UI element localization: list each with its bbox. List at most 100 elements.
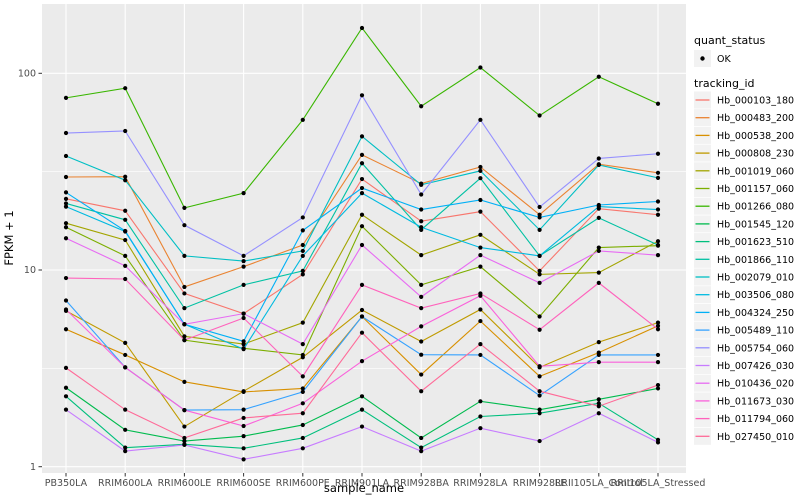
legend-title-quant-status: quant_status (694, 34, 766, 47)
legend-label-tracking-id: Hb_005754_060 (717, 343, 794, 354)
data-point (123, 276, 128, 282)
x-tick-label: PB350LA (45, 478, 88, 489)
data-point (300, 215, 305, 220)
data-point (123, 178, 128, 183)
legend-label-tracking-id: Hb_003506_080 (717, 290, 794, 301)
data-point (655, 327, 661, 332)
data-point (300, 435, 305, 441)
data-point (63, 190, 69, 195)
data-point (537, 364, 542, 369)
data-point (478, 197, 483, 203)
data-point (63, 327, 69, 332)
data-point (419, 435, 424, 441)
data-point (537, 389, 542, 394)
data-point (123, 365, 128, 370)
data-point (123, 208, 128, 213)
data-point (359, 224, 365, 229)
x-tick-label: RRIM928LE (513, 478, 567, 489)
data-point (359, 185, 365, 191)
data-point (300, 401, 305, 406)
data-point (63, 298, 69, 303)
data-point (359, 314, 365, 319)
data-point (182, 306, 187, 311)
data-point (63, 130, 69, 136)
data-point (182, 442, 187, 448)
data-point (478, 232, 483, 237)
data-point (655, 207, 661, 212)
legend-title-tracking-id: tracking_id (694, 77, 755, 90)
data-point (359, 191, 365, 196)
data-point (655, 440, 661, 445)
data-point (300, 352, 305, 358)
legend: OK Hb_000103_180 Hb_000483_200 Hb_000538_20… (694, 50, 794, 445)
data-point (241, 347, 246, 352)
legend-label-quant-status: OK (717, 54, 731, 65)
data-point (359, 359, 365, 364)
x-tick-label: RRIM901LA (335, 478, 390, 489)
data-point (655, 323, 661, 328)
data-point (537, 438, 542, 444)
data-point (241, 457, 246, 462)
data-point (419, 192, 424, 197)
data-point (359, 307, 365, 313)
data-point (596, 248, 601, 254)
data-point (123, 174, 128, 179)
data-point (359, 25, 365, 31)
data-point (419, 389, 424, 394)
data-point (182, 435, 187, 441)
data-point (63, 385, 69, 390)
data-point (241, 446, 246, 451)
data-point (655, 253, 661, 258)
data-point (182, 407, 187, 413)
data-point (182, 205, 187, 210)
data-point (182, 284, 187, 290)
data-point (537, 314, 542, 319)
data-point (182, 438, 187, 444)
data-point (596, 202, 601, 208)
x-tick-label: RRIM600LA (98, 478, 153, 489)
legend-label-tracking-id: Hb_001545_120 (717, 219, 794, 230)
data-point (596, 352, 601, 358)
x-tick-label: RRII105LA_Control (555, 478, 643, 489)
data-point (596, 401, 601, 406)
data-point (241, 253, 246, 258)
y-tick-label: 1 (30, 462, 36, 473)
legend-label-tracking-id: Hb_011673_030 (717, 396, 794, 407)
data-point (300, 386, 305, 391)
data-point (241, 415, 246, 421)
data-points (63, 25, 661, 462)
data-point (596, 215, 601, 221)
x-axis-title: sample_name (324, 481, 404, 495)
data-point (596, 404, 601, 409)
data-point (123, 449, 128, 454)
data-point (596, 162, 601, 168)
data-point (300, 253, 305, 258)
data-point (655, 386, 661, 391)
legend-label-tracking-id: Hb_000538_200 (717, 131, 794, 142)
data-point (419, 352, 424, 357)
data-point (419, 282, 424, 287)
data-point (478, 168, 483, 174)
legend-label-tracking-id: Hb_010436_020 (717, 379, 794, 390)
data-point (478, 426, 483, 431)
data-point (359, 161, 365, 166)
data-point (63, 394, 69, 399)
data-point (359, 394, 365, 399)
data-point (63, 201, 69, 206)
data-point (478, 117, 483, 122)
legend-label-tracking-id: Hb_001623_510 (717, 237, 794, 248)
data-point (300, 320, 305, 325)
data-point (478, 264, 483, 269)
legend-point-symbol (700, 56, 705, 61)
data-point (478, 399, 483, 404)
data-point (300, 268, 305, 273)
panel-background (42, 4, 686, 473)
data-point (419, 104, 424, 109)
data-point (655, 101, 661, 106)
legend-label-tracking-id: Hb_001866_110 (717, 255, 794, 266)
data-point (419, 294, 424, 299)
data-point (359, 134, 365, 139)
data-point (419, 339, 424, 344)
data-point (123, 237, 128, 243)
